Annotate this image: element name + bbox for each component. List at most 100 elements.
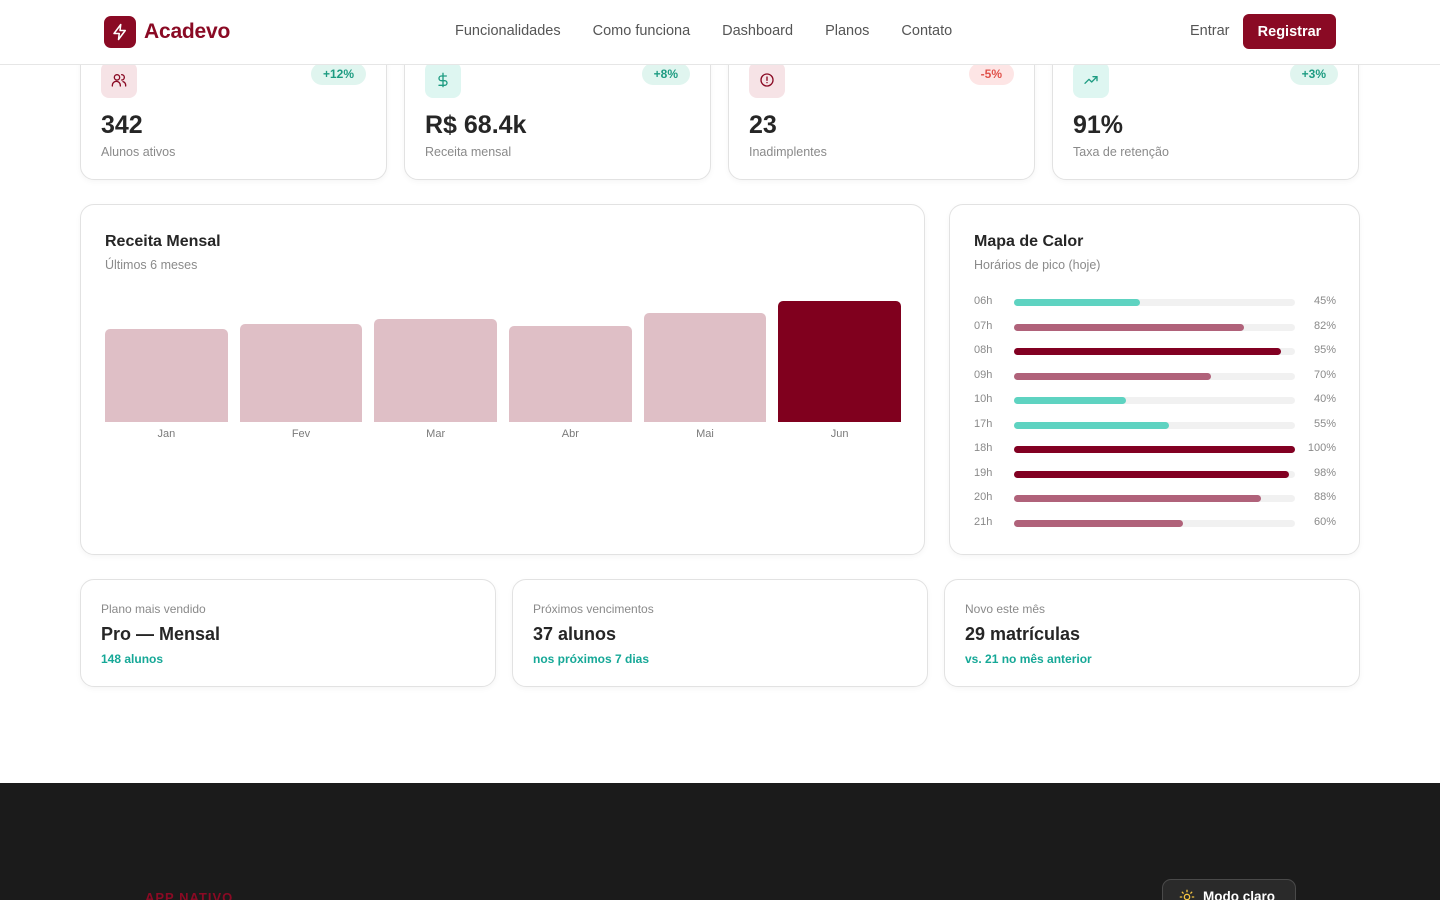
lightning-icon bbox=[104, 16, 136, 48]
site-header: Acadevo Funcionalidades Como funciona Da… bbox=[0, 0, 1440, 65]
info-card-vencimentos: Próximos vencimentos 37 alunos nos próxi… bbox=[512, 579, 928, 687]
heatmap-percent: 95% bbox=[1313, 344, 1336, 356]
heatmap-row: 09h 70% bbox=[974, 369, 1336, 383]
kpi-value: 23 bbox=[749, 111, 777, 139]
heatmap-percent: 100% bbox=[1307, 442, 1336, 454]
alert-circle-icon bbox=[749, 62, 785, 98]
bar-tick-label: Mar bbox=[426, 428, 446, 440]
heatmap-title: Mapa de Calor bbox=[974, 233, 1084, 250]
kpi-value: R$ 68.4k bbox=[425, 111, 527, 139]
heatmap-track bbox=[1014, 421, 1295, 429]
bar-jun[interactable] bbox=[778, 301, 901, 422]
heatmap-fill bbox=[1014, 372, 1211, 380]
dollar-icon bbox=[425, 62, 461, 98]
heatmap-row: 17h 55% bbox=[974, 418, 1336, 432]
bar-tick-label: Jun bbox=[830, 428, 849, 440]
heatmap-percent: 82% bbox=[1313, 319, 1336, 332]
info-label: Plano mais vendido bbox=[101, 602, 206, 616]
chart-subtitle: Últimos 6 meses bbox=[105, 258, 198, 272]
kpi-change-badge: +8% bbox=[641, 63, 690, 85]
heatmap-fill bbox=[1014, 470, 1290, 478]
bar-tick-label: Fev bbox=[291, 428, 311, 440]
nav-item-como-funciona[interactable]: Como funciona bbox=[592, 23, 691, 39]
bar-jan[interactable] bbox=[105, 329, 228, 422]
info-label: Próximos vencimentos bbox=[533, 602, 654, 616]
heatmap-hour: 06h bbox=[974, 295, 993, 307]
heatmap-percent: 98% bbox=[1313, 466, 1336, 479]
info-value: 29 matrículas bbox=[965, 624, 1081, 644]
heatmap-subtitle: Horários de pico (hoje) bbox=[974, 258, 1101, 272]
kpi-value: 342 bbox=[101, 111, 143, 139]
theme-toggle-button[interactable]: Modo claro bbox=[1162, 879, 1296, 900]
main-nav: Funcionalidades Como funciona Dashboard … bbox=[455, 23, 952, 39]
bar-abr[interactable] bbox=[509, 326, 632, 422]
info-value: Pro — Mensal bbox=[101, 624, 221, 644]
nav-item-funcionalidades[interactable]: Funcionalidades bbox=[455, 23, 561, 39]
heatmap-row: 19h 98% bbox=[974, 467, 1336, 481]
login-link[interactable]: Entrar bbox=[1190, 23, 1230, 39]
footer-section: APP NATIVO Modo claro bbox=[0, 783, 1440, 900]
heatmap-fill bbox=[1014, 519, 1183, 527]
register-button[interactable]: Registrar bbox=[1243, 14, 1336, 49]
heatmap-hour: 21h bbox=[974, 515, 993, 528]
theme-toggle-label: Modo claro bbox=[1203, 889, 1276, 900]
kpi-label: Alunos ativos bbox=[101, 145, 176, 159]
heatmap-row: 20h 88% bbox=[974, 491, 1336, 505]
heatmap-row: 07h 82% bbox=[974, 320, 1336, 334]
kpi-label: Taxa de retenção bbox=[1073, 145, 1169, 159]
bar-mar[interactable] bbox=[374, 319, 497, 422]
kpi-value: 91% bbox=[1073, 111, 1124, 139]
info-value: 37 alunos bbox=[533, 624, 617, 644]
info-label: Novo este mês bbox=[965, 602, 1046, 616]
revenue-chart-panel: Receita Mensal Últimos 6 meses Jan Fev Mar… bbox=[80, 204, 925, 555]
heatmap-hour: 07h bbox=[974, 319, 993, 332]
nav-item-contato[interactable]: Contato bbox=[901, 23, 953, 39]
kpi-change-badge: +12% bbox=[310, 63, 366, 85]
heatmap-track bbox=[1014, 397, 1295, 404]
heatmap-track bbox=[1014, 519, 1295, 527]
kpi-change-badge: -5% bbox=[968, 63, 1014, 85]
brand-logo[interactable]: Acadevo bbox=[104, 16, 230, 48]
trending-up-icon bbox=[1073, 62, 1109, 98]
heatmap-hour: 10h bbox=[974, 393, 993, 405]
heatmap-fill bbox=[1014, 421, 1169, 429]
heatmap-fill bbox=[1014, 348, 1281, 355]
heatmap-track bbox=[1014, 372, 1295, 380]
heatmap-hour: 18h bbox=[974, 442, 993, 454]
bar-tick-label: Mai bbox=[696, 428, 714, 440]
kpi-label: Inadimplentes bbox=[749, 145, 827, 159]
heatmap-row: 06h 45% bbox=[974, 295, 1336, 309]
info-sub: vs. 21 no mês anterior bbox=[965, 652, 1092, 666]
sun-icon bbox=[1179, 889, 1195, 900]
heatmap-percent: 45% bbox=[1313, 295, 1336, 307]
heatmap-fill bbox=[1014, 299, 1141, 306]
heatmap-fill bbox=[1014, 495, 1262, 502]
nav-item-dashboard[interactable]: Dashboard bbox=[722, 23, 794, 39]
footer-tag: APP NATIVO bbox=[145, 890, 234, 900]
heatmap-track bbox=[1014, 470, 1295, 478]
info-card-plano: Plano mais vendido Pro — Mensal 148 alun… bbox=[80, 579, 496, 687]
heatmap-panel: Mapa de Calor Horários de pico (hoje) 06… bbox=[949, 204, 1360, 555]
chart-title: Receita Mensal bbox=[105, 233, 221, 250]
nav-item-planos[interactable]: Planos bbox=[825, 23, 870, 39]
kpi-change-badge: +3% bbox=[1289, 63, 1338, 85]
heatmap-fill bbox=[1014, 397, 1127, 404]
kpi-label: Receita mensal bbox=[425, 145, 512, 159]
heatmap-track bbox=[1014, 495, 1295, 502]
heatmap-hour: 19h bbox=[974, 466, 993, 479]
heatmap-percent: 55% bbox=[1313, 417, 1336, 430]
heatmap-hour: 08h bbox=[974, 344, 993, 356]
bar-tick-label: Abr bbox=[561, 428, 579, 440]
heatmap-percent: 40% bbox=[1313, 393, 1336, 405]
heatmap-row: 18h 100% bbox=[974, 442, 1336, 456]
heatmap-track bbox=[1014, 323, 1295, 331]
heatmap-percent: 70% bbox=[1313, 368, 1336, 381]
heatmap-hour: 17h bbox=[974, 417, 993, 430]
heatmap-row: 08h 95% bbox=[974, 344, 1336, 358]
bar-mai[interactable] bbox=[643, 313, 767, 422]
heatmap-track bbox=[1014, 299, 1295, 306]
heatmap-row: 10h 40% bbox=[974, 393, 1336, 407]
info-card-matriculas: Novo este mês 29 matrículas vs. 21 no mê… bbox=[944, 579, 1360, 687]
bar-fev[interactable] bbox=[239, 324, 363, 422]
info-sub: 148 alunos bbox=[101, 652, 164, 666]
